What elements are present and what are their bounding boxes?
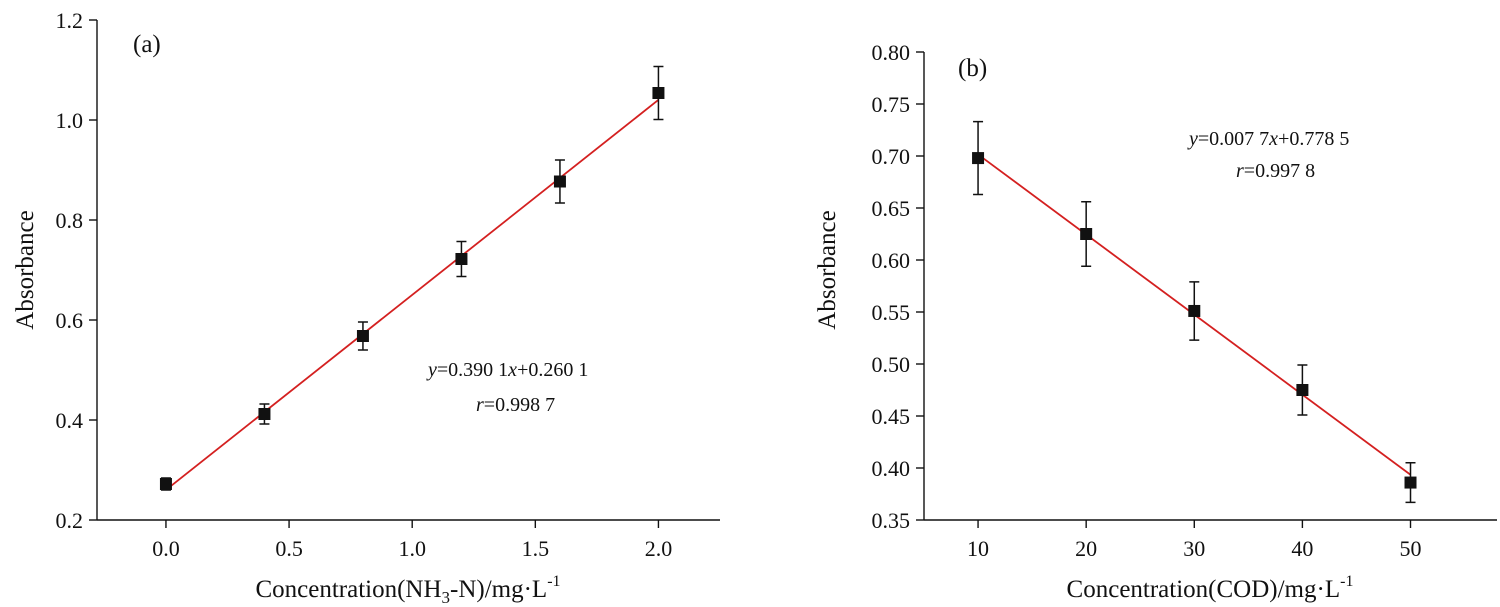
data-point-a-2 [356, 330, 369, 342]
data-point-a-1 [258, 408, 271, 420]
x-tick-label-b-4: 50 [1400, 536, 1422, 561]
data-point-a-0 [159, 478, 172, 490]
y-ticks-b: 0.35 0.40 0.45 0.50 0.55 0.60 0.65 0.70 0.75 0.80 [872, 40, 924, 533]
equation-a: y=0.390 1x+0.260 1 [426, 359, 588, 381]
error-bars-a [160, 65, 664, 491]
data-point-a-5 [652, 87, 665, 99]
r-value-a: r=0.998 7 [476, 394, 555, 416]
data-point-b-1 [1080, 228, 1093, 240]
data-point-b-0 [972, 152, 985, 165]
y-tick-label-b-7: 0.70 [872, 144, 911, 169]
x-ticks-a: 0.0 0.5 1.0 1.5 2.0 [152, 520, 672, 561]
equation-b: y=0.007 7x+0.778 5 [1187, 128, 1349, 150]
y-tick-label-b-2: 0.45 [872, 404, 911, 429]
x-ticks-b: 10 20 30 40 50 [967, 520, 1422, 561]
fit-line-a [165, 99, 659, 491]
y-tick-label-a-1: 0.4 [56, 408, 84, 433]
data-point-b-2 [1188, 304, 1201, 317]
y-tick-label-b-1: 0.40 [872, 456, 911, 481]
data-points-a [159, 87, 665, 490]
y-tick-label-a-2: 0.6 [56, 308, 84, 333]
r-value-b: r=0.997 8 [1236, 160, 1315, 182]
data-point-b-4 [1404, 476, 1417, 489]
y-axis-label-b: Absorbance [814, 210, 841, 329]
y-tick-label-b-3: 0.50 [872, 352, 911, 377]
y-tick-label-a-4: 1.0 [56, 108, 84, 133]
axes-b [923, 52, 1497, 521]
x-tick-label-a-4: 2.0 [645, 536, 673, 561]
x-axis-label-a: Concentration(NH3-N)/mg·L-1 [255, 573, 560, 607]
x-tick-label-b-1: 20 [1075, 536, 1097, 561]
y-tick-label-a-5: 1.2 [56, 8, 84, 33]
panel-label-a: (a) [133, 31, 161, 58]
axes-a [96, 20, 720, 521]
x-tick-label-b-3: 40 [1291, 536, 1313, 561]
y-ticks-a: 0.2 0.4 0.6 0.8 1.0 1.2 [56, 8, 97, 533]
x-tick-label-a-3: 1.5 [522, 536, 550, 561]
x-tick-label-a-2: 1.0 [398, 536, 426, 561]
x-axis-label-b: Concentration(COD)/mg·L-1 [1067, 573, 1354, 603]
y-tick-label-b-6: 0.65 [872, 196, 911, 221]
x-tick-label-b-0: 10 [967, 536, 989, 561]
data-point-a-3 [455, 253, 468, 265]
y-tick-label-b-9: 0.80 [872, 40, 911, 65]
data-point-a-4 [553, 175, 566, 188]
chart-panel-b: 10 20 30 40 50 0.350.400.450.500.550.600.650… [814, 40, 1497, 603]
y-axis-label-a: Absorbance [12, 210, 39, 329]
data-points-b [972, 152, 1417, 489]
x-tick-label-b-2: 30 [1183, 536, 1205, 561]
data-point-b-3 [1296, 384, 1309, 396]
chart-panel-a: 0.0 0.5 1.0 1.5 2.0 0.2 0.4 0.6 0.8 1.0 1.2 (a) y… [12, 8, 720, 607]
panel-label-b: (b) [958, 55, 987, 82]
y-tick-label-b-0: 0.35 [872, 508, 911, 533]
y-tick-label-b-5: 0.60 [872, 248, 911, 273]
x-tick-label-a-0: 0.0 [152, 536, 180, 561]
y-tick-label-a-0: 0.2 [56, 508, 84, 533]
y-tick-label-a-3: 0.8 [56, 208, 84, 233]
y-tick-label-b-8: 0.75 [872, 92, 911, 117]
x-tick-label-a-1: 0.5 [275, 536, 303, 561]
fit-line-group-a [165, 99, 659, 491]
y-tick-label-b-4: 0.55 [872, 300, 911, 325]
